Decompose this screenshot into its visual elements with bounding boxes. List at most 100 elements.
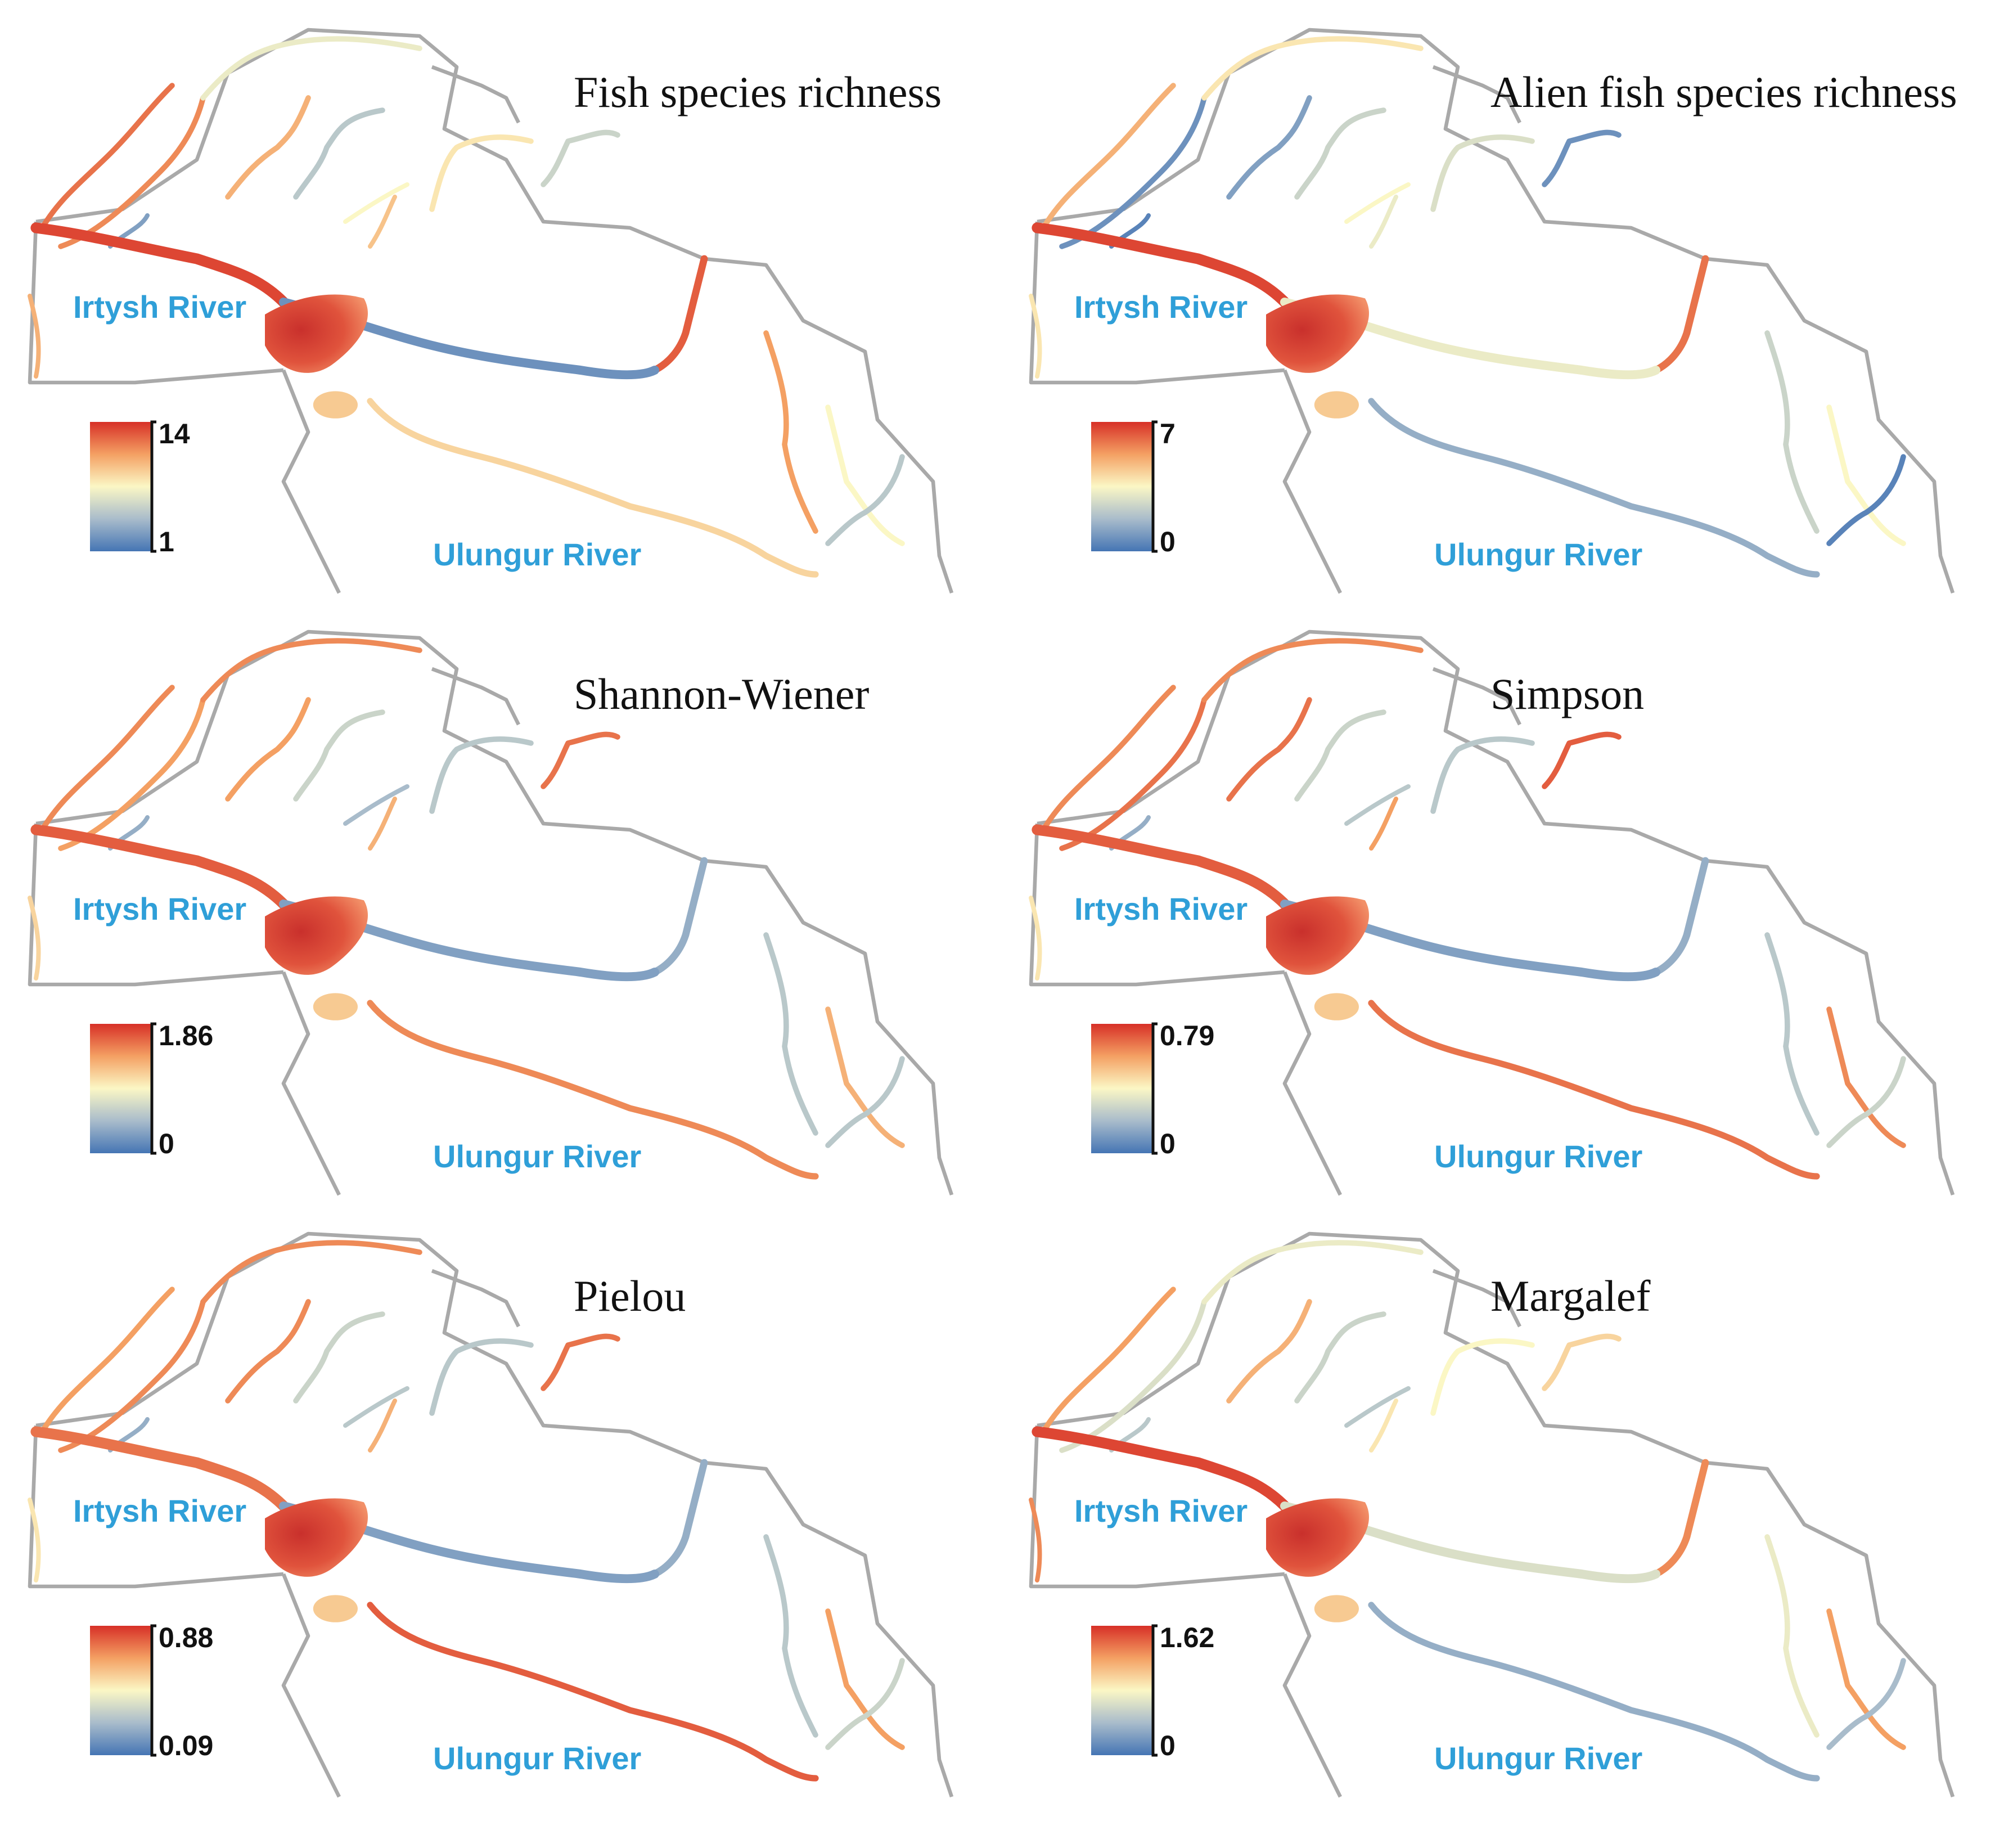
- river-segment: [651, 255, 708, 374]
- legend-ticks: [150, 1624, 156, 1757]
- river-segment: [1368, 1602, 1820, 1782]
- legend-max-label: 0.79: [1160, 1020, 1214, 1051]
- river-segment: [30, 222, 289, 308]
- color-legend: 14 1: [90, 418, 190, 557]
- lake-small: [1314, 993, 1359, 1020]
- river-segment: [1826, 1658, 1906, 1750]
- color-legend: 1.62 0: [1091, 1622, 1214, 1761]
- river-segment: [763, 932, 818, 1136]
- legend-min-label: 0.09: [159, 1730, 213, 1761]
- river-segment: [1764, 1534, 1820, 1738]
- river-segment: [1029, 896, 1042, 981]
- river-segment: [30, 824, 289, 910]
- river-segment: [343, 1386, 410, 1428]
- lake-fan: [265, 294, 368, 373]
- legend-ticks: [1151, 1022, 1158, 1155]
- river-segment: [1764, 330, 1820, 534]
- river-segment: [1041, 83, 1176, 231]
- river-segment: [429, 134, 534, 212]
- river-segment: [28, 1498, 41, 1583]
- legend-colorbar: [1091, 422, 1153, 551]
- river-segment: [1826, 454, 1906, 546]
- river-segment: [1294, 709, 1386, 802]
- river-segment: [225, 1299, 311, 1404]
- legend-min-label: 0: [1160, 1730, 1176, 1761]
- river-segment: [343, 784, 410, 826]
- river-segment: [1032, 1426, 1290, 1512]
- ulungur-river-label: Ulungur River: [1434, 1139, 1642, 1174]
- basin-map: [1029, 632, 1953, 1195]
- river-segment: [1652, 255, 1709, 374]
- river-segment: [1041, 685, 1176, 833]
- river-segment: [763, 330, 818, 534]
- river-segment: [1201, 1240, 1424, 1305]
- legend-ticks: [1151, 420, 1158, 553]
- legend-ticks: [150, 420, 156, 553]
- river-segment: [1344, 784, 1411, 826]
- river-segment: [1029, 294, 1042, 379]
- river-segment: [1826, 404, 1906, 546]
- map-panel-1: Fish species richness Irtysh River Ulungur…: [28, 30, 952, 593]
- river-segment: [1226, 697, 1312, 802]
- legend-max-label: 7: [1160, 418, 1176, 449]
- river-segment: [39, 83, 175, 231]
- river-segment: [368, 195, 398, 249]
- ulungur-river-label: Ulungur River: [433, 1741, 641, 1776]
- river-segment: [1826, 1056, 1906, 1148]
- river-segment: [58, 95, 206, 249]
- river-segment: [429, 736, 534, 814]
- river-segment: [825, 1056, 905, 1148]
- river-segment: [1226, 95, 1312, 200]
- river-segment: [200, 638, 422, 703]
- panel-title: Margalef: [1490, 1271, 1650, 1320]
- irtysh-river-label: Irtysh River: [73, 289, 246, 325]
- irtysh-river-label: Irtysh River: [1074, 891, 1248, 927]
- river-segment: [1294, 1311, 1386, 1404]
- river-segment: [1652, 1459, 1709, 1578]
- color-legend: 1.86 0: [90, 1020, 213, 1159]
- river-segment: [367, 398, 819, 578]
- river-segment: [30, 1426, 289, 1512]
- river-segment: [1029, 1498, 1042, 1583]
- basin-map: [28, 1234, 952, 1797]
- lake-fan: [1266, 896, 1370, 975]
- river-segment: [28, 294, 41, 379]
- river-segment: [1542, 129, 1622, 187]
- river-segment: [825, 454, 905, 546]
- river-segment: [1344, 182, 1411, 224]
- river-segment: [1032, 824, 1290, 910]
- river-segment: [1430, 134, 1535, 212]
- river-segment: [825, 1006, 905, 1148]
- river-segment: [368, 1399, 398, 1453]
- river-segment: [541, 129, 620, 187]
- basin-map: [28, 30, 952, 593]
- lake-small: [313, 993, 358, 1020]
- river-segment: [1368, 398, 1820, 578]
- basin-map: [1029, 30, 1953, 593]
- river-segment: [1041, 1287, 1176, 1435]
- river-segment: [368, 797, 398, 851]
- legend-max-label: 1.86: [159, 1020, 213, 1051]
- river-segment: [293, 709, 385, 802]
- river-segment: [763, 1534, 818, 1738]
- river-segment: [293, 107, 385, 200]
- map-panel-2: Alien fish species richness Irtysh River U…: [1029, 30, 1957, 593]
- river-segment: [1826, 1608, 1906, 1750]
- lake-small: [1314, 391, 1359, 419]
- irtysh-river-label: Irtysh River: [73, 1493, 246, 1528]
- river-segment: [825, 1608, 905, 1750]
- lake-small: [1314, 1595, 1359, 1622]
- river-segment: [367, 1602, 819, 1782]
- river-segment: [225, 697, 311, 802]
- river-segment: [58, 1299, 206, 1453]
- color-legend: 70: [1091, 418, 1176, 557]
- map-panel-6: Margalef Irtysh River Ulungur River 1.62 0: [1029, 1234, 1953, 1797]
- basin-map: [1029, 1234, 1953, 1797]
- legend-max-label: 1.62: [1160, 1622, 1214, 1653]
- legend-colorbar: [90, 1626, 152, 1755]
- ulungur-river-label: Ulungur River: [433, 1139, 641, 1174]
- river-segment: [1826, 1006, 1906, 1148]
- lake-fan: [1266, 294, 1370, 373]
- irtysh-river-label: Irtysh River: [1074, 289, 1248, 325]
